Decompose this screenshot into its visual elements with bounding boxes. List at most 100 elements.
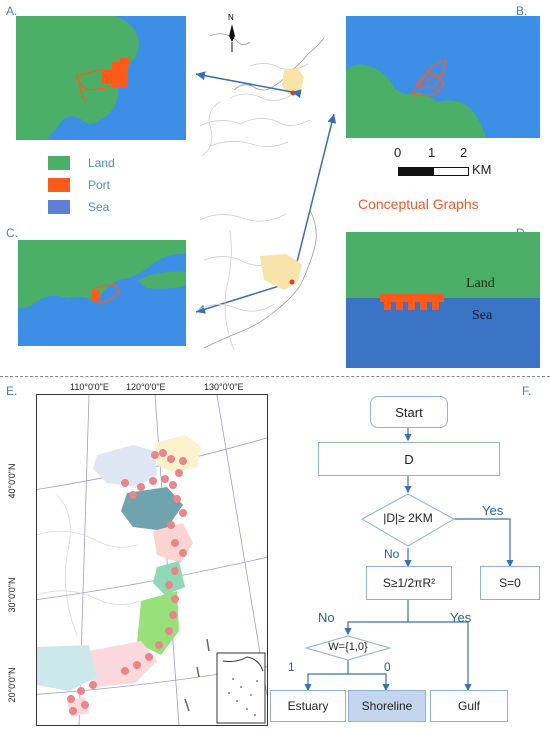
port-dot — [121, 479, 129, 487]
panel-c-svg — [18, 240, 186, 309]
coastline — [203, 209, 317, 349]
land-shape — [18, 240, 186, 309]
port-dot — [77, 687, 85, 695]
port-dot — [179, 549, 187, 557]
flow-one-label: 1 — [288, 660, 295, 674]
island-mark — [206, 638, 210, 652]
port-dot — [81, 701, 89, 709]
legend-item-sea: Sea — [48, 196, 168, 218]
panel-b-svg — [346, 58, 486, 138]
arrow-to-panel-b — [291, 113, 337, 283]
island-mark — [196, 666, 200, 678]
south-china-map — [190, 200, 340, 370]
port-shape — [420, 302, 427, 310]
section-divider — [0, 376, 550, 377]
conceptual-sea-label: Sea — [472, 308, 493, 323]
port-dot — [89, 681, 97, 689]
port-dot — [169, 481, 177, 489]
flow-yes1-label: Yes — [482, 503, 504, 518]
north-label: N — [228, 13, 234, 22]
port-dot — [167, 455, 175, 463]
lat-label-20: 20°0'0"N — [7, 667, 17, 703]
province-boundary — [197, 303, 275, 312]
port-dot — [171, 567, 179, 575]
legend-label-port: Port — [88, 178, 111, 192]
north-arrow-shape — [229, 24, 235, 42]
port-shape — [380, 294, 444, 302]
scale-tick-0: 0 — [394, 145, 402, 160]
port-outline — [425, 73, 443, 83]
province-fujian — [137, 591, 179, 655]
port-shape — [102, 70, 114, 84]
port-outline — [411, 71, 445, 97]
highlight-province — [260, 254, 302, 290]
inset-coastline — [222, 656, 264, 672]
port-dot — [179, 509, 187, 517]
flow-arrow — [304, 660, 349, 692]
flow-arrow — [408, 621, 472, 692]
port-marker — [289, 279, 295, 285]
port-outline — [93, 283, 121, 305]
port-shape — [432, 302, 439, 310]
land-peninsula — [16, 102, 42, 126]
port-dot — [167, 521, 175, 529]
province-boundary — [56, 494, 78, 636]
inset-islands — [228, 678, 258, 716]
scale-unit: KM — [472, 162, 492, 177]
conceptual-port-svg — [380, 294, 444, 310]
province-guangxi — [37, 645, 97, 691]
land-shape — [346, 64, 486, 138]
flow-arrow — [344, 621, 408, 636]
province-boundary — [224, 229, 235, 351]
flowchart-connectors — [304, 428, 514, 692]
graticule-line — [37, 556, 267, 601]
legend-item-port: Port — [48, 174, 168, 196]
province-shandong — [121, 487, 183, 531]
conceptual-land — [346, 232, 540, 298]
arrow-to-panel-a — [195, 71, 302, 99]
scale-tick-1: 1 — [428, 145, 436, 160]
panel-e-map — [36, 394, 268, 726]
legend-swatch-land — [48, 156, 70, 170]
port-shape — [384, 302, 391, 310]
scale-tick-2: 2 — [460, 145, 468, 160]
panel-b-map — [346, 16, 540, 138]
legend-swatch-sea — [48, 200, 70, 214]
scale-segment-white — [433, 167, 469, 176]
port-shape — [396, 302, 403, 310]
conceptual-sea — [346, 298, 540, 368]
province-boundary — [199, 213, 287, 222]
legend-item-land: Land — [48, 152, 168, 174]
legend: Land Port Sea — [48, 152, 168, 218]
province-boundary — [199, 118, 311, 127]
panel-label-b: B. — [516, 4, 528, 18]
panel-label-f: F. — [522, 384, 532, 398]
port-dot — [165, 581, 173, 589]
flow-s0: S=0 — [480, 566, 540, 600]
flow-gulf: Gulf — [430, 690, 508, 722]
flow-yes2-label: Yes — [450, 610, 472, 625]
graticule-line — [216, 395, 267, 696]
panel-a-svg — [16, 16, 139, 140]
port-dot — [171, 539, 179, 547]
province-boundary — [249, 63, 309, 70]
province-zhejiang — [153, 561, 185, 595]
legend-swatch-port — [48, 178, 70, 192]
panel-label-a: A. — [6, 4, 18, 18]
lon-label-130: 130°0'0"E — [204, 382, 244, 392]
province-boundary — [201, 101, 221, 157]
flow-shoreline: Shoreline — [348, 690, 426, 722]
port-dot — [161, 475, 169, 483]
port-dot — [159, 449, 167, 457]
scale-segment-black — [398, 167, 434, 176]
port-dot — [169, 611, 177, 619]
port-dot — [151, 451, 159, 459]
port-shape — [408, 302, 415, 310]
south-china-svg — [197, 209, 317, 351]
flow-cond1-label: |D|≥ 2KM — [383, 511, 433, 525]
panel-e-svg — [37, 395, 267, 725]
decision-diamond-1 — [360, 493, 456, 547]
flow-d: D — [318, 442, 500, 476]
port-dot — [121, 667, 129, 675]
port-dot — [137, 483, 145, 491]
